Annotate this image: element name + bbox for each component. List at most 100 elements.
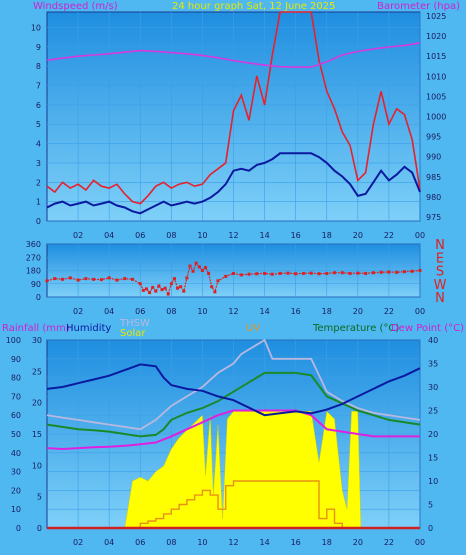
humidity-tick-label: 40 (11, 449, 21, 458)
barometer-series-line (46, 42, 421, 68)
x-tick-label: 06 (135, 307, 145, 316)
direction-point (115, 278, 119, 282)
barometer-tick-label: 1015 (426, 52, 446, 61)
direction-point (255, 272, 259, 276)
rainfall-tick-label: 20 (32, 399, 42, 408)
dewpoint-axis-label: Dew Point (°C) (391, 323, 464, 334)
humidity-tick-label: 80 (11, 374, 21, 383)
direction-point (176, 286, 180, 290)
direction-point (182, 289, 186, 293)
barometer-tick-label: 990 (426, 153, 441, 162)
x-tick-label: 16 (291, 307, 301, 316)
x-tick-label: 04 (104, 231, 114, 240)
humidity-tick-label: 20 (11, 486, 21, 495)
compass-label: S (436, 265, 444, 280)
compass-label: E (436, 251, 444, 266)
windspeed-tick-label: 2 (36, 178, 41, 187)
x-tick-label: 20 (353, 307, 363, 316)
humidity-tick-label: 50 (11, 430, 21, 439)
barometer-tick-label: 985 (426, 173, 441, 182)
direction-tick-label: 270 (26, 253, 41, 262)
humidity-tick-label: 70 (11, 392, 21, 401)
x-tick-label: 18 (322, 231, 332, 240)
chart-title: 24 hour graph Sat, 12 June 2025 (172, 1, 336, 12)
direction-point (157, 284, 161, 288)
thsw-series-line (46, 338, 421, 431)
compass-label: N (435, 238, 445, 253)
x-tick-label: 02 (73, 231, 83, 240)
windspeed-tick-label: 4 (36, 140, 41, 149)
humidity-tick-label: 30 (11, 468, 21, 477)
compass-label: N (435, 291, 445, 306)
humidity-tick-label: 60 (11, 411, 21, 420)
dew-point-series-line (46, 409, 420, 451)
wind-barometer-panel: 0123456789109759809859909951000100510101… (31, 11, 446, 240)
direction-tick-label: 360 (26, 240, 41, 249)
temperature-humidity-panel: 0102030405060708090100051015202530051015… (6, 336, 438, 547)
direction-point (204, 266, 208, 270)
humidity-tick-label: 0 (16, 524, 21, 533)
x-tick-label: 06 (135, 231, 145, 240)
x-tick-label: 16 (291, 231, 301, 240)
humidity-tick-label: 10 (11, 505, 21, 514)
direction-point (294, 272, 298, 276)
barometer-tick-label: 1025 (426, 12, 446, 21)
windspeed-axis-label: Windspeed (m/s) (33, 1, 118, 12)
direction-point (317, 272, 321, 276)
windspeed-tick-label: 1 (36, 198, 41, 207)
barometer-axis-label: Barometer (hpa) (377, 1, 460, 12)
barometer-tick-label: 995 (426, 133, 441, 142)
gust-series-line (46, 11, 421, 205)
x-tick-label: 08 (166, 307, 176, 316)
compass-label: W (434, 278, 447, 293)
rainfall-tick-label: 30 (32, 336, 42, 345)
humidity-series-line (46, 363, 421, 417)
barometer-tick-label: 980 (426, 193, 441, 202)
barometer-tick-label: 1020 (426, 32, 446, 41)
x-tick-label: 12 (228, 307, 238, 316)
x-tick-label: 08 (166, 231, 176, 240)
rainfall-tick-label: 25 (32, 367, 42, 376)
x-tick-label: 08 (166, 538, 176, 547)
x-tick-label: 10 (197, 231, 207, 240)
rainfall-tick-label: 5 (37, 493, 42, 502)
x-tick-label: 12 (228, 538, 238, 547)
x-tick-label: 14 (259, 307, 269, 316)
temperature-tick-label: 20 (428, 430, 438, 439)
x-tick-label: 14 (259, 231, 269, 240)
windspeed-tick-label: 0 (36, 217, 41, 226)
windspeed-tick-label: 9 (36, 43, 41, 52)
temperature-tick-label: 10 (428, 477, 438, 486)
x-tick-label: 02 (73, 307, 83, 316)
direction-point (278, 271, 282, 275)
temperature-axis-label: Temperature (°C) (312, 323, 399, 334)
x-tick-label: 20 (353, 538, 363, 547)
windspeed-tick-label: 10 (31, 23, 41, 32)
x-tick-label: 02 (73, 538, 83, 547)
temperature-tick-label: 30 (428, 383, 438, 392)
x-tick-label: 16 (291, 538, 301, 547)
direction-point (53, 277, 57, 281)
average-series-line (46, 152, 421, 215)
windspeed-tick-label: 6 (36, 101, 41, 110)
temperature-series-line (46, 371, 421, 438)
direction-tick-label: 180 (26, 267, 41, 276)
x-tick-label: 10 (197, 307, 207, 316)
direction-point (239, 273, 243, 277)
x-tick-label: 14 (259, 538, 269, 547)
direction-point (45, 279, 49, 283)
x-tick-label: 06 (135, 538, 145, 547)
thsw-label: THSW (119, 318, 150, 329)
barometer-tick-label: 1000 (426, 113, 446, 122)
rainfall-tick-label: 0 (37, 524, 42, 533)
x-tick-label: 04 (104, 307, 114, 316)
direction-point (356, 271, 360, 275)
x-tick-label: 00 (415, 538, 425, 547)
direction-point (179, 285, 183, 289)
windspeed-tick-label: 5 (36, 120, 41, 129)
x-tick-label: 12 (228, 231, 238, 240)
x-tick-label: 18 (322, 307, 332, 316)
x-tick-label: 22 (384, 307, 394, 316)
rainfall-tick-label: 10 (32, 461, 42, 470)
